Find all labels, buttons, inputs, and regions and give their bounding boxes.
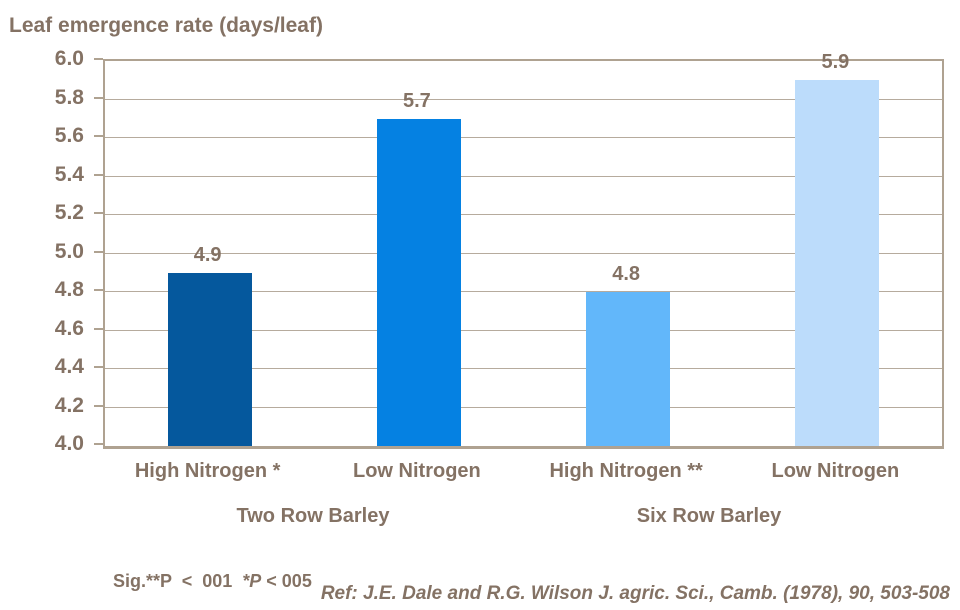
gridline [105, 406, 942, 408]
category-label: Low Nitrogen [771, 460, 900, 482]
y-tick-label: 5.4 [54, 162, 84, 186]
footnote-prefix: Sig.**P < 001 [113, 571, 243, 591]
category-label: High Nitrogen * [134, 460, 281, 482]
bar-value-label: 5.7 [402, 90, 431, 112]
footnote-italic: *P [242, 571, 262, 591]
y-tick-mark [94, 327, 103, 330]
y-tick-mark [94, 443, 103, 445]
footnote-suffix: < 005 [261, 571, 312, 591]
group-label: Six Row Barley [636, 505, 782, 527]
y-tick-label: 4.8 [54, 278, 84, 301]
category-label: High Nitrogen ** [549, 460, 703, 482]
reference-citation: Ref: J.E. Dale and R.G. Wilson J. agric.… [320, 583, 950, 604]
y-tick-mark [94, 289, 103, 291]
y-tick-mark [94, 404, 103, 407]
y-tick-label: 5.6 [54, 124, 84, 147]
gridline [105, 98, 942, 100]
y-tick-mark [94, 250, 103, 253]
gridline [105, 175, 942, 177]
category-label: Low Nitrogen [352, 460, 481, 482]
y-tick-label: 5.2 [54, 201, 84, 224]
bar-value-label: 4.8 [612, 263, 641, 285]
bar [168, 273, 252, 446]
group-label: Two Row Barley [236, 505, 390, 527]
bar-value-label: 5.9 [821, 51, 850, 73]
y-tick-mark [94, 96, 103, 99]
y-tick-label: 4.4 [54, 355, 84, 378]
gridline [105, 291, 942, 292]
y-tick-label: 5.0 [54, 239, 84, 263]
gridline [105, 214, 942, 215]
y-tick-mark [94, 135, 103, 137]
gridline [105, 252, 942, 254]
gridline [105, 368, 942, 369]
y-tick-mark [94, 58, 103, 60]
bar [795, 80, 879, 446]
significance-footnote: Sig.**P < 001 *P < 005 [93, 550, 312, 610]
y-tick-label: 4.6 [54, 316, 84, 340]
gridline [105, 329, 942, 331]
y-tick-mark [94, 173, 103, 176]
y-tick-mark [94, 366, 103, 368]
y-tick-label: 5.8 [54, 85, 84, 109]
bar [586, 292, 670, 446]
y-tick-label: 6.0 [54, 47, 84, 70]
chart-title: Leaf emergence rate (days/leaf) [9, 14, 323, 37]
y-tick-mark [94, 212, 103, 214]
plot-area [103, 59, 944, 449]
y-tick-label: 4.2 [54, 393, 84, 417]
gridline [105, 137, 942, 138]
bar [377, 119, 461, 446]
y-tick-label: 4.0 [54, 432, 84, 455]
bar-value-label: 4.9 [193, 244, 222, 266]
